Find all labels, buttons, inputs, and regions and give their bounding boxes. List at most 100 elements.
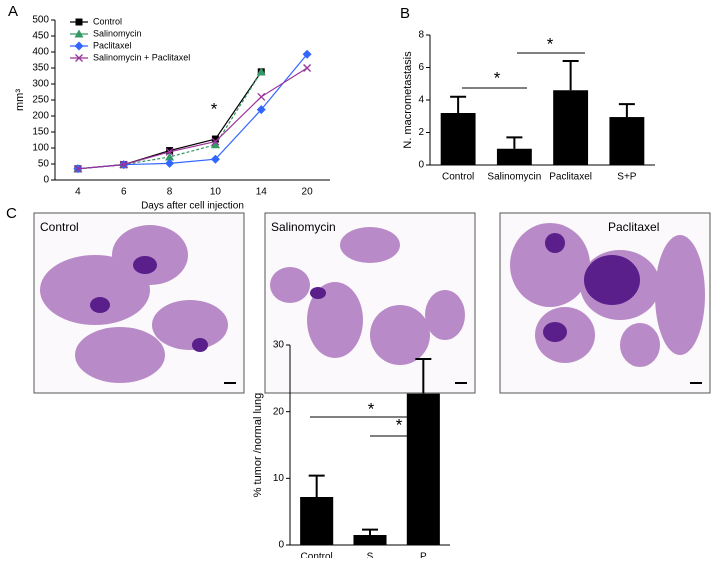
marker <box>165 158 175 168</box>
y-tick-label: 450 <box>32 31 49 42</box>
x-tick-label: Paclitaxel <box>549 172 592 183</box>
marker <box>211 135 219 143</box>
error-bar <box>415 358 432 394</box>
legend-label: Salinomycin <box>93 28 142 38</box>
x-tick-label: 10 <box>210 187 222 198</box>
y-tick-label: 4 <box>418 95 424 106</box>
x-tick-label: S+P <box>617 172 637 183</box>
tissue <box>307 282 363 358</box>
x-tick-label: 8 <box>167 187 173 198</box>
y-tick-label: 20 <box>273 406 285 417</box>
y-tick-label: 100 <box>32 143 49 154</box>
tumor <box>133 256 157 274</box>
legend-marker <box>74 41 84 51</box>
bar <box>609 117 645 165</box>
tissue <box>510 223 590 307</box>
y-tick-label: 0 <box>278 540 284 551</box>
x-tick-label: 14 <box>256 187 268 198</box>
x-tick-label: Control <box>442 172 474 183</box>
tissue <box>75 327 165 383</box>
x-tick-label: 4 <box>75 187 81 198</box>
y-axis-label: N. macrometastasis <box>402 51 414 149</box>
significance-star: * <box>547 34 554 53</box>
error-bar <box>506 136 523 149</box>
y-tick-label: 400 <box>32 47 49 58</box>
tumor <box>584 255 640 305</box>
significance-star: * <box>494 68 501 87</box>
error-bar <box>362 528 378 535</box>
bar <box>353 535 387 545</box>
image-label: Control <box>40 220 79 234</box>
marker <box>303 64 312 72</box>
marker <box>256 105 266 115</box>
panel-label: A <box>8 3 18 20</box>
marker <box>119 160 128 169</box>
legend-marker <box>75 54 83 62</box>
series-line <box>77 67 308 170</box>
histology-images <box>33 212 711 394</box>
marker <box>166 147 174 155</box>
bar <box>300 497 334 545</box>
y-tick-label: 6 <box>418 62 424 73</box>
tumor <box>545 233 565 253</box>
y-axis-label: mm³ <box>14 89 26 111</box>
marker <box>165 152 175 161</box>
y-tick-label: 0 <box>418 160 424 171</box>
panel-label: C <box>6 205 17 222</box>
significance-star: * <box>211 99 218 118</box>
significance-star: * <box>368 399 375 418</box>
tissue <box>340 227 400 263</box>
significance-star: * <box>396 415 403 434</box>
y-tick-label: 250 <box>32 95 49 106</box>
marker <box>302 49 312 59</box>
series-line <box>77 53 308 170</box>
bar <box>496 148 532 165</box>
marker <box>211 137 220 146</box>
tissue <box>370 305 430 365</box>
y-tick-label: 8 <box>418 30 424 41</box>
marker <box>210 140 220 149</box>
error-bar <box>450 95 467 113</box>
y-tick-label: 300 <box>32 79 49 90</box>
bar <box>406 393 440 545</box>
y-tick-label: 30 <box>273 340 285 351</box>
tumor <box>543 322 567 342</box>
x-tick-label: Salinomycin <box>487 172 541 183</box>
image-label: Paclitaxel <box>608 220 659 234</box>
legend-label: Salinomycin + Paclitaxel <box>93 52 190 62</box>
marker <box>73 164 82 173</box>
bar <box>440 113 476 165</box>
x-tick-label: 20 <box>302 187 314 198</box>
marker <box>256 67 266 76</box>
error-bar <box>308 474 325 497</box>
y-tick-label: 10 <box>273 473 285 484</box>
bar <box>553 90 589 165</box>
y-tick-label: 150 <box>32 127 49 138</box>
x-tick-label: Control <box>301 552 333 558</box>
error-bar <box>562 60 579 91</box>
tumor <box>192 338 208 352</box>
x-tick-label: S <box>367 552 374 558</box>
tumor <box>90 297 110 313</box>
y-tick-label: 50 <box>38 159 50 170</box>
legend-marker <box>75 18 83 26</box>
y-tick-label: 2 <box>418 127 424 138</box>
legend-label: Paclitaxel <box>93 40 132 50</box>
error-bar <box>618 103 635 118</box>
marker <box>257 92 266 101</box>
image-label: Salinomycin <box>271 220 336 234</box>
legend-marker <box>74 29 84 38</box>
y-tick-label: 350 <box>32 63 49 74</box>
marker <box>210 154 220 164</box>
tissue <box>270 267 310 303</box>
x-tick-label: 6 <box>121 187 127 198</box>
y-tick-label: 0 <box>43 175 49 186</box>
panel-label: B <box>400 5 410 22</box>
tissue <box>152 300 228 350</box>
y-axis-label: % tumor /normal lung <box>252 393 264 498</box>
x-axis-label: Days after cell injection <box>141 201 244 212</box>
y-tick-label: 500 <box>32 15 49 26</box>
tissue <box>655 235 705 355</box>
x-tick-label: P <box>420 552 427 558</box>
